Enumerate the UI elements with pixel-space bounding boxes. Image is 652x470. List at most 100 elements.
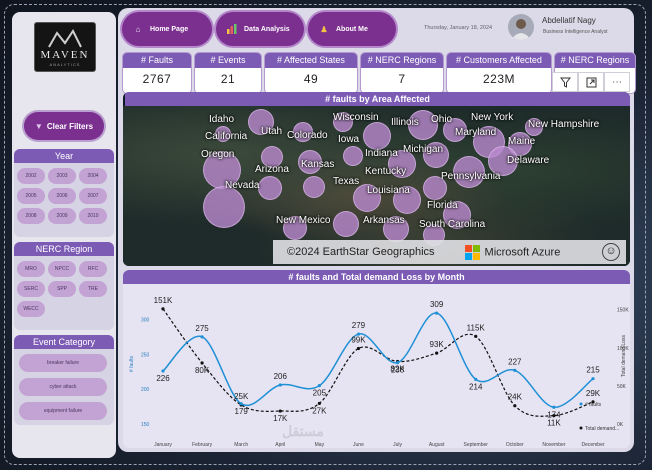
left-panel: MAVEN ANALYTICS ▼ Clear Filters Year 200… xyxy=(12,12,116,458)
map-bubble[interactable] xyxy=(283,216,307,240)
y-right-tick-label: 100K xyxy=(617,346,629,352)
map-state-label: Nevada xyxy=(225,180,260,191)
map-bubble[interactable] xyxy=(293,122,313,142)
map-attribution: ©2024 EarthStar Geographics Microsoft Az… xyxy=(273,240,626,264)
map-state-label: Arizona xyxy=(255,164,289,175)
map-state-label: Utah xyxy=(261,126,283,137)
map-title: # faults by Area Affected xyxy=(125,92,630,106)
year-chip[interactable]: 2009 xyxy=(48,208,76,224)
year-chip[interactable]: 2006 xyxy=(48,188,76,204)
map-bubble[interactable] xyxy=(443,201,471,229)
demand-point xyxy=(591,400,595,404)
map-state-label: Colorado xyxy=(287,130,328,141)
event-category-chip[interactable]: cyber attack xyxy=(19,378,107,396)
map-state-label: Indiana xyxy=(365,148,398,159)
year-chip[interactable]: 2007 xyxy=(79,188,107,204)
year-chip[interactable]: 2008 xyxy=(17,208,45,224)
map-bubble[interactable] xyxy=(303,176,325,198)
region-chip[interactable]: SPP xyxy=(48,281,76,297)
filter-icon[interactable] xyxy=(552,72,578,92)
map-bubble[interactable] xyxy=(343,146,363,166)
map-bubble[interactable] xyxy=(363,122,391,150)
region-chip[interactable]: WECC xyxy=(17,301,45,317)
map-bubble[interactable] xyxy=(333,211,359,237)
legend-marker xyxy=(579,402,583,406)
map-canvas[interactable]: Idaho Wisconsin Illinois Ohio New York N… xyxy=(123,106,630,266)
faults-point xyxy=(239,402,243,406)
faults-point xyxy=(356,332,361,336)
x-tick-label: April xyxy=(275,442,285,448)
chart-title: # faults and Total demand Loss by Month xyxy=(123,270,630,284)
year-chip[interactable]: 2005 xyxy=(17,188,45,204)
nav-data-analysis[interactable]: Data Analysis xyxy=(216,12,304,46)
legend-marker xyxy=(579,426,583,430)
nav-home-page[interactable]: ⌂ Home Page xyxy=(122,12,212,46)
kpi-label: # Events xyxy=(195,53,261,68)
demand-data-label: 80K xyxy=(195,366,210,375)
event-category-chip[interactable]: breaker failure xyxy=(19,354,107,372)
nerc-region-slicer: NERC Region MRO NPCC RFC SERC SPP TRE WE… xyxy=(14,242,114,330)
year-chip[interactable]: 2002 xyxy=(17,168,45,184)
map-bubble[interactable] xyxy=(298,150,322,174)
smiley-feedback-icon[interactable]: ☺ xyxy=(602,243,620,261)
faults-data-label: 275 xyxy=(195,324,209,333)
region-chip[interactable]: SERC xyxy=(17,281,45,297)
map-bubble[interactable] xyxy=(203,186,245,228)
main-panel: ⌂ Home Page Data Analysis ♟ About Me Thu… xyxy=(118,8,636,452)
kpi-value: 223M xyxy=(482,72,516,86)
kpi-label: # Customers Affected xyxy=(447,53,551,68)
faults-point xyxy=(513,368,517,372)
kpi-label: # Faults xyxy=(123,53,191,68)
map-bubble[interactable] xyxy=(423,176,447,200)
more-options-icon[interactable]: ⋯ xyxy=(604,72,630,92)
map-bubble[interactable] xyxy=(423,142,449,168)
faults-point xyxy=(435,311,439,315)
region-chip[interactable]: TRE xyxy=(79,281,107,297)
map-bubble[interactable] xyxy=(353,184,381,212)
region-chip[interactable]: RFC xyxy=(79,261,107,277)
year-chip[interactable]: 2010 xyxy=(79,208,107,224)
map-bubble[interactable] xyxy=(488,146,518,176)
nav-about-me[interactable]: ♟ About Me xyxy=(308,12,396,46)
map-bubble[interactable] xyxy=(393,186,421,214)
map-bubble[interactable] xyxy=(388,150,416,178)
map-state-label: Florida xyxy=(427,200,458,211)
kpi-value: 49 xyxy=(303,72,319,86)
map-bubble[interactable] xyxy=(261,146,283,168)
map-bubble[interactable] xyxy=(408,110,438,140)
event-category-chip[interactable]: equipment failure xyxy=(19,402,107,420)
focus-mode-icon[interactable] xyxy=(578,72,604,92)
map-bubble[interactable] xyxy=(215,126,231,142)
year-chip[interactable]: 2003 xyxy=(48,168,76,184)
map-bubble[interactable] xyxy=(333,112,353,132)
clear-filters-button[interactable]: ▼ Clear Filters xyxy=(24,112,104,140)
region-chip[interactable]: NPCC xyxy=(48,261,76,277)
kpi-card: # NERC Regions 7 xyxy=(360,52,444,94)
map-state-label: Arkansas xyxy=(363,215,405,226)
microsoft-azure-brand: Microsoft Azure xyxy=(464,244,560,260)
region-chip[interactable]: MRO xyxy=(17,261,45,277)
faults-map-visual[interactable]: # faults by Area Affected xyxy=(123,92,630,266)
faults-data-label: 215 xyxy=(586,366,600,375)
faults-point xyxy=(317,384,321,388)
faults-point xyxy=(200,335,204,339)
bar-chart-icon xyxy=(226,23,238,35)
map-state-label: California xyxy=(205,131,248,142)
year-chip[interactable]: 2004 xyxy=(79,168,107,184)
map-bubble[interactable] xyxy=(258,176,282,200)
demand-data-label: 151K xyxy=(154,296,173,305)
map-state-label: Michigan xyxy=(403,144,444,155)
y-left-tick-label: 200 xyxy=(141,387,150,393)
kpi-label: # NERC Regions xyxy=(555,53,635,68)
faults-point xyxy=(552,405,556,409)
map-bubble[interactable] xyxy=(525,118,543,136)
y-left-tick-label: 150 xyxy=(141,422,150,428)
map-bubble[interactable] xyxy=(248,109,274,135)
person-icon: ♟ xyxy=(320,24,328,34)
demand-data-label: 17K xyxy=(273,414,288,423)
map-bubble[interactable] xyxy=(453,156,485,188)
x-tick-label: February xyxy=(192,442,213,448)
map-bubble[interactable] xyxy=(443,118,467,142)
faults-data-label: 179 xyxy=(235,407,249,416)
x-tick-label: May xyxy=(315,442,325,448)
